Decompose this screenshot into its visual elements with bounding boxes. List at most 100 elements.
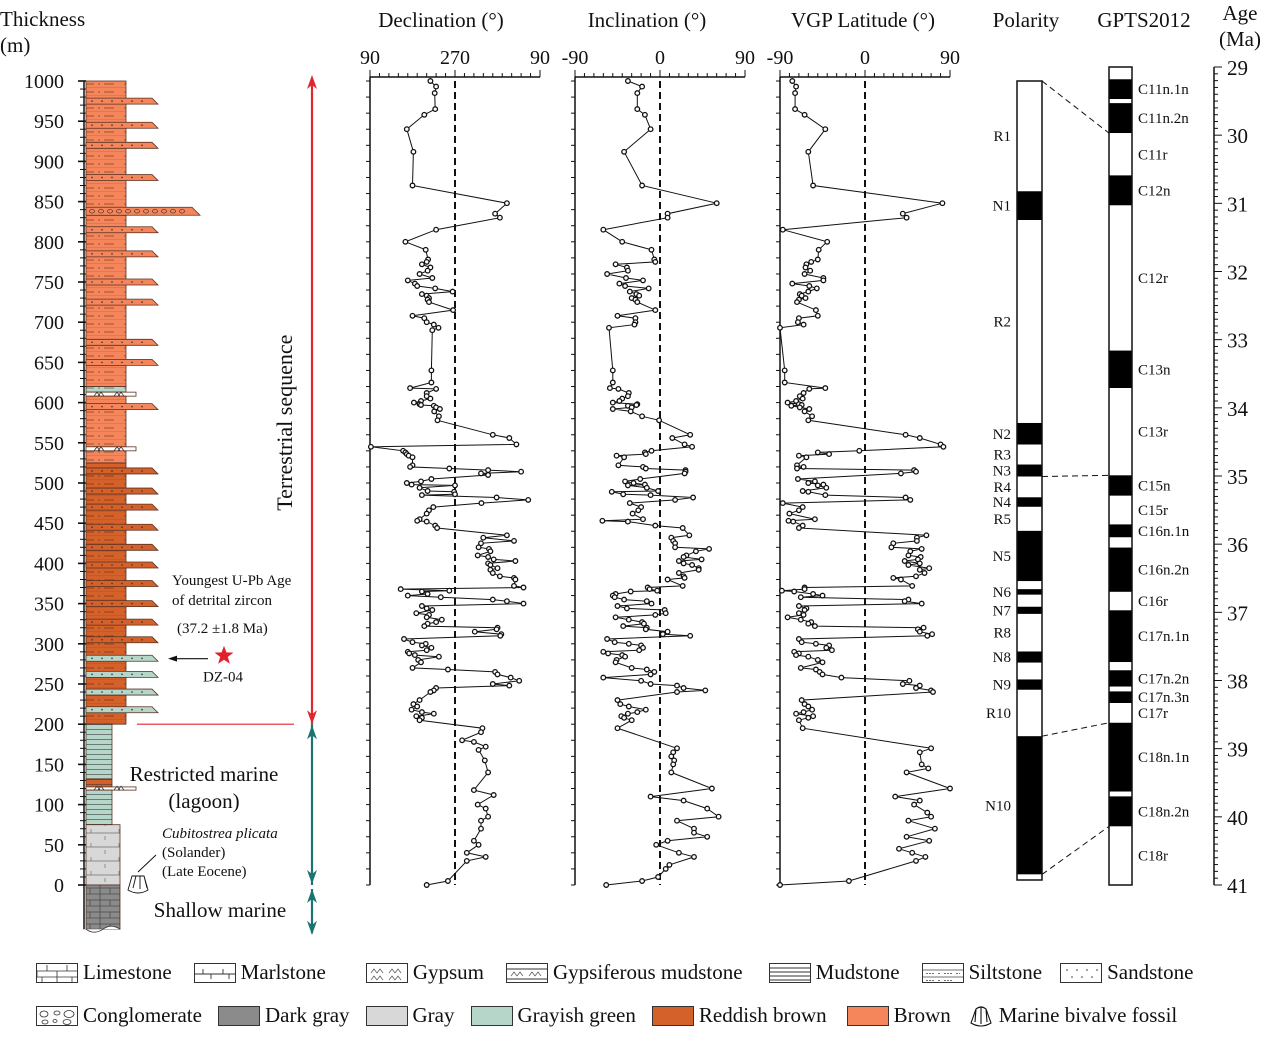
- sand-dot: [141, 526, 143, 529]
- data-point: [626, 288, 633, 295]
- sand-dot: [101, 228, 103, 231]
- chron-C17n.2n: [1109, 670, 1132, 687]
- sand-dot: [131, 176, 133, 179]
- data-point: [664, 214, 671, 221]
- marlstone-pattern: [193, 962, 236, 983]
- sand-dot: [141, 657, 143, 660]
- data-point: [664, 628, 671, 635]
- sand-dot: [91, 546, 93, 549]
- data-point: [792, 106, 799, 113]
- data-point: [478, 817, 484, 824]
- data-point: [493, 494, 500, 501]
- data-point: [809, 413, 816, 420]
- data-point: [706, 545, 713, 552]
- data-point: [608, 488, 615, 495]
- data-point: [823, 484, 830, 491]
- panel-vgp_latitude: [776, 70, 953, 888]
- polarity-label: N10: [985, 798, 1011, 814]
- sand-dot: [101, 506, 103, 508]
- chron-C12n: [1109, 175, 1132, 206]
- sand-dot: [141, 546, 143, 549]
- sand-dot: [101, 341, 103, 344]
- sand-dot: [91, 100, 93, 102]
- limestone-pattern: [36, 962, 78, 983]
- conglomerate-tongue: [85, 206, 201, 216]
- zircon-label-2: of detrital zircon: [172, 593, 272, 609]
- data-point: [634, 106, 641, 113]
- data-point: [913, 573, 919, 580]
- sand-dot: [141, 582, 143, 585]
- bivalve-fossil-icon: [127, 875, 149, 894]
- polarity-zone-N10: [1017, 736, 1042, 875]
- data-point: [797, 594, 804, 601]
- data-point: [674, 817, 680, 824]
- data-point: [474, 801, 481, 808]
- data-point: [609, 406, 616, 412]
- data-point: [913, 857, 919, 864]
- data-point: [624, 710, 631, 717]
- sand-dot: [91, 470, 93, 472]
- data-point: [614, 725, 621, 732]
- data-point: [423, 518, 430, 525]
- fossil-pointer: [137, 854, 157, 873]
- data-point: [503, 200, 510, 207]
- data-point: [789, 78, 796, 84]
- data-point: [634, 709, 641, 716]
- data-point: [627, 408, 634, 415]
- depth-tick-label: 150: [34, 754, 64, 776]
- sand-dot: [121, 341, 123, 344]
- sand-dot: [101, 546, 103, 549]
- data-point: [892, 793, 899, 800]
- polarity-label: N5: [993, 549, 1011, 565]
- lithology-pattern: [86, 450, 126, 463]
- chron-C13n: [1109, 350, 1132, 389]
- data-point: [490, 792, 497, 798]
- data-point: [622, 478, 629, 485]
- data-point: [628, 664, 635, 671]
- data-point: [939, 200, 946, 207]
- depth-tick-label: 650: [34, 352, 64, 374]
- data-point: [805, 480, 812, 486]
- chron-C18r: [1109, 826, 1132, 885]
- data-point: [822, 385, 829, 392]
- sand-dot: [121, 470, 123, 472]
- sand-dot: [141, 673, 143, 676]
- data-point: [427, 395, 434, 402]
- legend-label: Brown: [893, 1003, 951, 1027]
- data-point: [784, 614, 791, 621]
- data-point: [625, 640, 632, 647]
- data-point: [805, 620, 812, 627]
- legend-label: Reddish brown: [698, 1003, 827, 1027]
- data-point: [795, 603, 802, 609]
- data-point: [811, 516, 818, 523]
- data-point: [652, 522, 659, 529]
- legend-item-reddish-brown: Reddish brown: [651, 1003, 827, 1028]
- sand-dot: [121, 657, 123, 660]
- data-point: [622, 653, 629, 660]
- correlation-tie-line: [1041, 722, 1110, 737]
- pebble: [134, 209, 140, 214]
- data-point: [624, 518, 631, 525]
- data-point: [418, 642, 425, 649]
- sand-dot: [91, 621, 93, 623]
- data-point: [424, 591, 431, 597]
- sand-dot: [121, 176, 123, 179]
- lithology-bed: [85, 391, 137, 397]
- age-tick-label: 31: [1227, 192, 1248, 216]
- sand-dot: [111, 470, 113, 472]
- data-point: [449, 288, 456, 295]
- legend-item-gypsum: Gypsum: [365, 960, 484, 985]
- data-point: [641, 111, 648, 118]
- data-point: [647, 671, 654, 678]
- data-point: [814, 256, 821, 263]
- chron-C12r: [1109, 205, 1132, 351]
- chron-label: C16n.2n: [1138, 563, 1190, 579]
- data-point: [662, 865, 669, 872]
- data-point: [631, 321, 638, 328]
- sandstone-pattern: [1060, 962, 1103, 983]
- data-point: [800, 611, 807, 618]
- data-point: [418, 261, 425, 268]
- data-point: [928, 813, 935, 820]
- sand-dot: [131, 602, 133, 605]
- gypsum-mark: [113, 391, 125, 397]
